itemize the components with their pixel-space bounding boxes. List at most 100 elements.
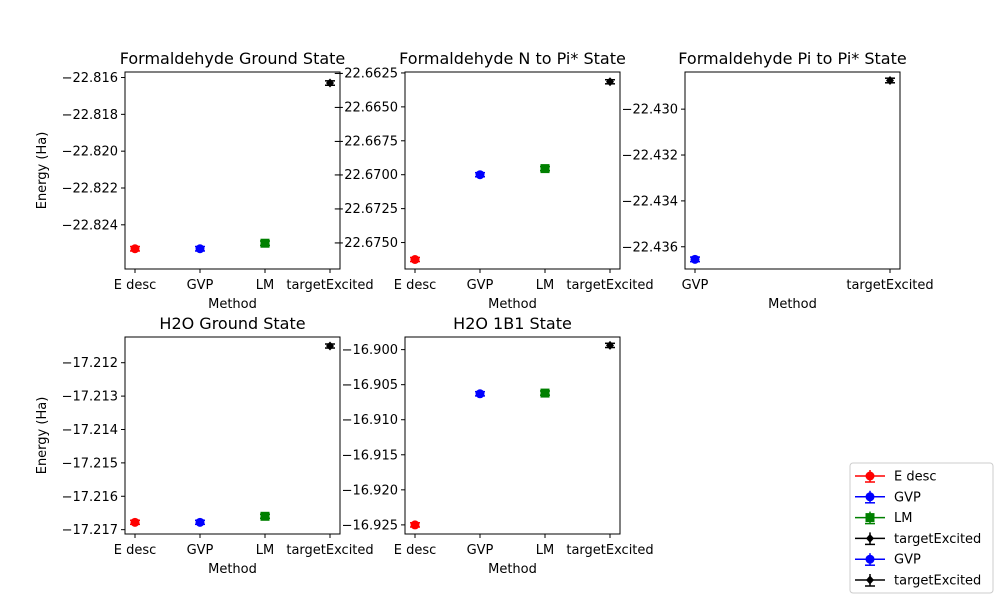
chart-panel-3: Formaldehyde Pi to Pi* State −22.436 −22.4…: [622, 49, 934, 312]
data-marker: [130, 244, 140, 254]
y-tick-label: −16.910: [342, 413, 398, 428]
data-marker: [326, 78, 334, 88]
x-tick-label: targetExcited: [846, 278, 933, 293]
x-tick-label: GVP: [682, 278, 709, 293]
data-marker: [195, 517, 205, 527]
data-point: [475, 170, 485, 180]
data-point: [130, 244, 140, 254]
data-point: [690, 254, 700, 264]
data-marker: [690, 254, 700, 264]
x-tick-label: targetExcited: [566, 278, 653, 293]
data-point: [130, 517, 140, 527]
chart-panel-4: H2O Ground State −17.217 −17.216 −17.215 −17…: [35, 314, 374, 577]
y-tick-label: −22.436: [622, 240, 678, 255]
data-point: [195, 244, 205, 254]
data-point: [605, 77, 615, 87]
legend-label: targetExcited: [894, 532, 981, 547]
legend-box: [849, 462, 994, 594]
y-tick-label: −16.915: [342, 448, 398, 463]
legend-marker: [865, 471, 875, 481]
x-tick-label: targetExcited: [286, 278, 373, 293]
y-axis-title: Energy (Ha): [35, 397, 50, 475]
data-marker: [540, 164, 550, 174]
data-point: [410, 520, 420, 530]
legend-entry: GVP: [855, 490, 921, 505]
x-tick-label: E desc: [114, 543, 157, 558]
data-point: [885, 75, 895, 85]
y-tick-label: −17.216: [62, 490, 118, 505]
legend-label: GVP: [894, 553, 921, 568]
y-tick-label: −16.925: [342, 518, 398, 533]
y-tick-label: −22.6675: [333, 134, 398, 149]
x-tick-label: GVP: [187, 278, 214, 293]
legend-entry: targetExcited: [855, 574, 981, 589]
data-marker: [260, 511, 270, 521]
y-tick-label: −17.213: [62, 390, 118, 405]
data-marker: [260, 238, 270, 248]
plot-frame: [404, 336, 621, 535]
chart-panel-5: H2O 1B1 State −16.925 −16.920 −16.915 −16.91…: [342, 314, 654, 577]
legend-entry: GVP: [855, 553, 921, 568]
data-point: [540, 388, 550, 398]
x-tick-label: LM: [256, 543, 274, 558]
y-tick-label: −17.214: [62, 423, 118, 438]
data-point: [260, 238, 270, 248]
y-tick-label: −22.6625: [333, 66, 398, 81]
data-point: [540, 164, 550, 174]
data-marker: [410, 520, 420, 530]
chart-title: Formaldehyde N to Pi* State: [399, 49, 626, 68]
x-tick-label: LM: [256, 278, 274, 293]
x-axis-title: Method: [488, 297, 537, 312]
data-point: [325, 341, 335, 351]
data-point: [410, 255, 420, 265]
legend-marker: [865, 554, 875, 564]
data-point: [605, 340, 615, 350]
chart-title: Formaldehyde Pi to Pi* State: [678, 49, 906, 68]
y-tick-label: −22.6750: [333, 236, 398, 251]
x-tick-label: GVP: [187, 543, 214, 558]
plot-frame: [404, 71, 621, 270]
legend-marker: [866, 575, 874, 585]
x-tick-label: E desc: [394, 543, 437, 558]
data-marker: [410, 255, 420, 265]
y-tick-label: −22.434: [622, 194, 678, 209]
y-tick-label: −17.212: [62, 356, 118, 371]
chart-panel-2: Formaldehyde N to Pi* State −22.6750 −22.6…: [333, 49, 653, 312]
data-marker: [606, 77, 614, 87]
y-tick-label: −22.432: [622, 149, 678, 164]
x-axis-title: Method: [208, 562, 257, 577]
x-tick-label: LM: [536, 543, 554, 558]
y-tick-label: −22.818: [62, 108, 118, 123]
y-tick-label: −22.822: [62, 181, 118, 196]
legend-entry: E desc: [855, 470, 937, 485]
data-point: [325, 78, 335, 88]
legend-label: GVP: [894, 490, 921, 505]
y-tick-label: −16.920: [342, 483, 398, 498]
x-tick-label: GVP: [467, 278, 494, 293]
chart-title: Formaldehyde Ground State: [120, 49, 346, 68]
legend-label: targetExcited: [894, 574, 981, 589]
data-point: [475, 389, 485, 399]
data-marker: [540, 388, 550, 398]
legend-entry: LM: [855, 511, 912, 526]
y-tick-label: −16.900: [342, 343, 398, 358]
x-axis-title: Method: [208, 297, 257, 312]
legend-entry: targetExcited: [855, 532, 981, 547]
data-marker: [130, 517, 140, 527]
y-tick-label: −22.816: [62, 71, 118, 86]
y-tick-label: −22.6725: [333, 202, 398, 217]
x-tick-label: targetExcited: [286, 543, 373, 558]
chart-panel-1: Formaldehyde Ground State −22.824 −22.822 −…: [35, 49, 374, 312]
data-marker: [195, 244, 205, 254]
data-point: [260, 511, 270, 521]
legend-label: E desc: [894, 470, 937, 485]
y-tick-label: −22.430: [622, 103, 678, 118]
data-marker: [886, 75, 894, 85]
legend-marker: [865, 513, 875, 523]
x-tick-label: GVP: [467, 543, 494, 558]
y-tick-label: −22.820: [62, 145, 118, 160]
x-tick-label: E desc: [394, 278, 437, 293]
y-tick-label: −17.217: [62, 523, 118, 538]
data-marker: [606, 340, 614, 350]
